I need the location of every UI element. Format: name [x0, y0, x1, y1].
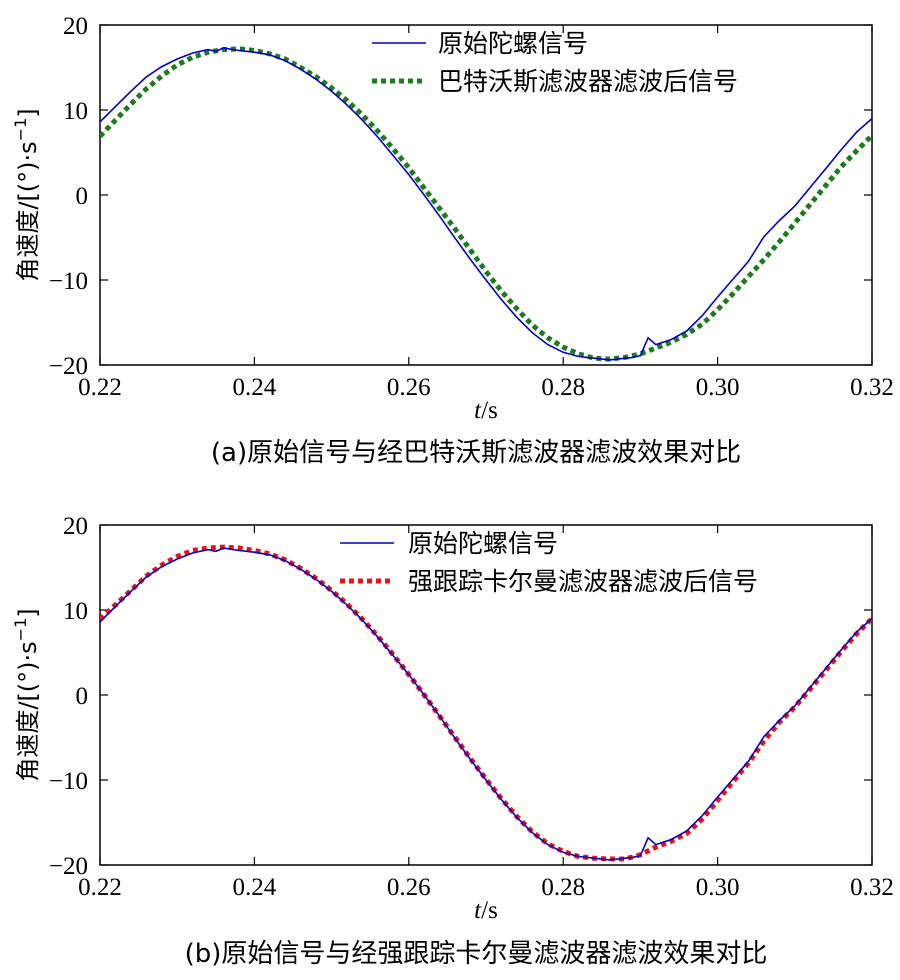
panel-caption: (a)原始信号与经巴特沃斯滤波器滤波效果对比: [211, 438, 741, 468]
panel-caption: (b)原始信号与经强跟踪卡尔曼滤波器滤波效果对比: [185, 939, 768, 969]
y-tick-label: 10: [63, 598, 88, 625]
series-line-raw: [100, 47, 872, 361]
x-tick-label: 0.24: [233, 874, 277, 901]
y-axis-label: 角速度/[(°)·s−1]: [11, 608, 42, 781]
y-tick-label: −20: [49, 853, 88, 880]
x-tick-label: 0.22: [78, 874, 122, 901]
y-tick-label: 20: [63, 513, 88, 540]
y-tick-label: −10: [49, 268, 88, 295]
legend-label: 强跟踪卡尔曼滤波器滤波后信号: [408, 567, 758, 596]
legend-label: 原始陀螺信号: [408, 529, 558, 558]
x-tick-label: 0.32: [850, 874, 894, 901]
x-tick-label: 0.26: [387, 374, 431, 401]
x-axis-label: t/s: [474, 897, 498, 924]
y-tick-label: 0: [76, 183, 89, 210]
legend-label: 巴特沃斯滤波器滤波后信号: [438, 67, 738, 96]
legend-label: 原始陀螺信号: [438, 29, 588, 58]
y-tick-label: −20: [49, 353, 88, 380]
x-tick-label: 0.28: [541, 374, 585, 401]
panel-b: 0.22 0.24 0.26 0.28 0.30 0.32 20 10 0 −10 −20 t/s 角速…: [11, 513, 894, 969]
x-axis-label: t/s: [474, 397, 498, 424]
x-tick-label: 0.30: [696, 374, 740, 401]
x-tick-label: 0.24: [233, 374, 277, 401]
series-line-raw: [100, 547, 872, 861]
y-tick-label: 0: [76, 683, 89, 710]
x-tick-label: 0.32: [850, 374, 894, 401]
y-tick-label: 10: [63, 98, 88, 125]
series-line-filtered: [100, 46, 872, 362]
y-tick-label: 20: [63, 13, 88, 40]
y-axis-label: 角速度/[(°)·s−1]: [11, 108, 42, 281]
x-tick-label: 0.22: [78, 374, 122, 401]
x-tick-label: 0.28: [541, 874, 585, 901]
x-tick-label: 0.30: [696, 874, 740, 901]
x-tick-label: 0.26: [387, 874, 431, 901]
panel-a: 0.22 0.24 0.26 0.28 0.30 0.32 20 10 0 −10 −20 t/s 角速…: [11, 13, 894, 468]
y-tick-label: −10: [49, 768, 88, 795]
